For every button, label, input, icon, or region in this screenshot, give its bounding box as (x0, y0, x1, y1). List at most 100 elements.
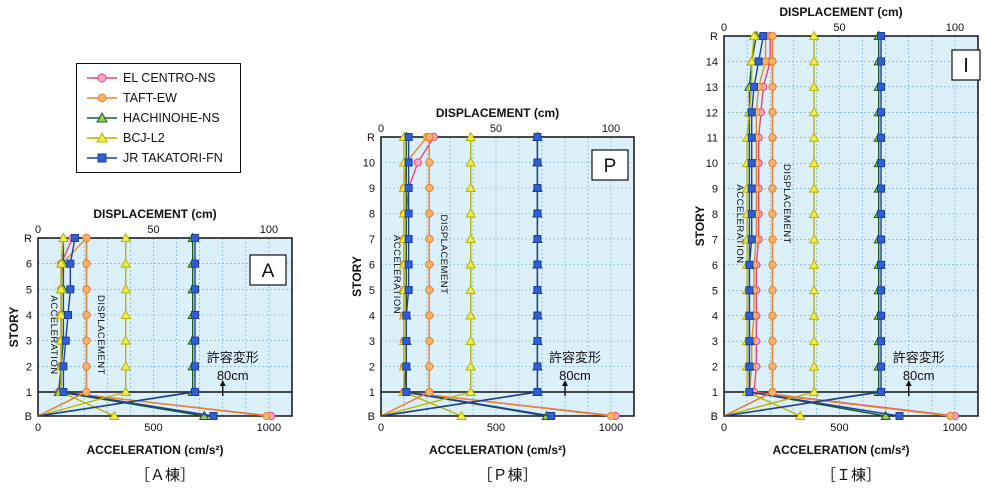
story-tick-label: 4 (369, 311, 375, 323)
data-point (120, 283, 132, 294)
data-point (768, 159, 777, 168)
data-point (191, 259, 200, 268)
bottom-tick-label: 1000 (599, 422, 623, 434)
top-tick-label: 50 (833, 22, 845, 34)
data-point (425, 234, 434, 244)
data-point (425, 311, 434, 320)
data-point (66, 259, 75, 268)
legend-item: EL CENTRO-NS (87, 68, 216, 88)
story-tick-label: 2 (712, 362, 718, 374)
data-point (768, 387, 777, 397)
data-point (877, 235, 886, 244)
story-tick-label: 10 (363, 158, 375, 170)
top-tick-label: 50 (490, 123, 502, 135)
allowable-value: 80cm (559, 368, 591, 383)
story-tick-label: 14 (706, 56, 718, 68)
allowable-arrow-head (562, 380, 568, 386)
panel-caption: ［Ａ棟］ (135, 467, 195, 484)
data-point (768, 311, 777, 320)
story-tick-label: B (25, 411, 32, 423)
series-line (380, 137, 539, 417)
story-tick-label: 9 (712, 184, 718, 196)
data-point (413, 158, 422, 167)
data-point (794, 410, 806, 420)
displacement-group-label: DISPLACEMENT (781, 164, 792, 244)
data-point (58, 232, 69, 242)
data-point (465, 182, 477, 192)
data-point (533, 184, 542, 192)
data-point (404, 235, 413, 243)
series-line (748, 36, 951, 417)
data-point (404, 133, 413, 141)
story-tick-label: 3 (369, 336, 375, 348)
data-point (768, 235, 777, 244)
data-point (808, 81, 820, 91)
data-point (191, 311, 200, 319)
data-point (877, 388, 886, 396)
data-point (745, 362, 754, 371)
story-tick-label: 2 (369, 362, 375, 374)
story-tick-label: 7 (712, 234, 718, 246)
data-point (465, 284, 477, 294)
data-point (404, 184, 413, 192)
data-point (747, 235, 756, 244)
data-point (191, 362, 200, 371)
data-point (533, 286, 542, 294)
data-point (465, 156, 477, 167)
data-point (425, 336, 434, 346)
data-point (533, 235, 542, 243)
story-tick-label: 1 (26, 387, 32, 399)
top-tick-label: 100 (602, 123, 620, 135)
acceleration-group-label: ACCELERATION (48, 295, 59, 374)
data-point (59, 362, 68, 371)
data-point (754, 57, 763, 66)
data-point (877, 32, 886, 40)
data-point (768, 260, 777, 269)
legend-marker-icon (87, 153, 117, 163)
data-point (209, 412, 218, 420)
story-tick-label: 9 (369, 183, 375, 195)
allowable-label: 許容変形 (893, 350, 945, 365)
data-point (59, 388, 68, 396)
legend: EL CENTRO-NS TAFT-EW HACHINOHE-NS BCJ-L2… (76, 63, 241, 173)
story-tick-label: B (368, 411, 375, 423)
allowable-value: 80cm (903, 368, 935, 383)
data-point (402, 337, 411, 345)
legend-marker-icon (87, 132, 117, 143)
data-point (191, 285, 200, 294)
series-line (723, 36, 880, 417)
plot-background (724, 36, 978, 416)
data-point (808, 106, 820, 117)
data-point (120, 258, 132, 268)
legend-marker-icon (87, 93, 117, 103)
data-point (768, 108, 777, 117)
series-line (723, 36, 815, 417)
data-point (425, 260, 434, 269)
y-axis-title: STORY (350, 256, 364, 297)
legend-marker-icon (87, 112, 117, 123)
panel-label: A (262, 261, 275, 282)
story-tick-label: 3 (712, 336, 718, 348)
data-point (533, 209, 542, 218)
plot-frame (380, 136, 635, 417)
story-tick-label: 10 (706, 158, 718, 170)
story-tick-label: R (24, 233, 32, 245)
panel-label-box (249, 254, 287, 286)
data-point (191, 336, 200, 345)
story-tick-label: 6 (26, 259, 32, 271)
series-line (723, 36, 882, 417)
top-tick-label: 100 (946, 22, 964, 34)
data-point (808, 284, 820, 295)
allowable-label: 許容変形 (549, 350, 601, 365)
data-point (108, 410, 120, 420)
data-point (120, 309, 132, 319)
bottom-tick-label: 0 (721, 422, 727, 434)
plot-frame (37, 237, 293, 417)
data-point (747, 184, 756, 193)
data-point (768, 362, 777, 371)
bottom-axis-title: ACCELERATION (cm/s²) (429, 443, 566, 457)
data-point (808, 233, 820, 244)
data-point (262, 411, 271, 421)
series-line (405, 137, 552, 417)
data-point (55, 258, 67, 268)
